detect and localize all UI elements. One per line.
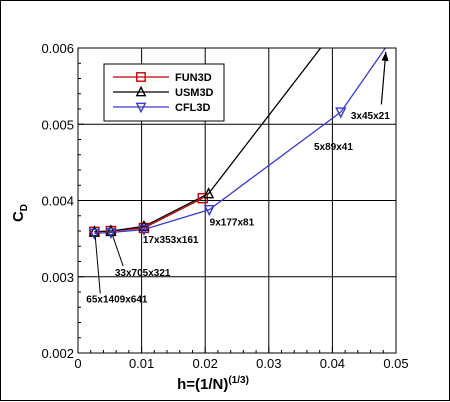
legend: FUN3D USM3D CFL3D <box>103 63 225 122</box>
legend-usm3d-label: USM3D <box>175 87 214 99</box>
grid-size-label: 5x89x41 <box>314 142 353 153</box>
grid-size-annotations: 65x1409x641 33x705x321 17x353x161 9x177x81 5… <box>86 51 390 306</box>
y-tick-label: 0.006 <box>41 41 74 56</box>
x-axis-title-superscript: (1/3) <box>228 375 249 386</box>
grid-size-label: 9x177x81 <box>210 218 255 229</box>
usm3d-data-point <box>202 187 215 199</box>
y-axis-title: CD <box>10 204 30 222</box>
fun3d-data-point <box>138 222 150 234</box>
series-markers <box>88 107 347 240</box>
grid-size-label: 3x45x21 <box>351 111 390 122</box>
axis-ticks: 0 0.01 0.02 0.03 0.04 0.05 0.002 0.003 0.004 0.00… <box>41 41 408 371</box>
grid-size-label: 65x1409x641 <box>86 295 148 306</box>
y-tick-label: 0.004 <box>41 194 74 209</box>
x-tick-label: 0 <box>74 356 81 371</box>
x-tick-label: 0.05 <box>383 356 408 371</box>
legend-fun3d-label: FUN3D <box>175 72 212 84</box>
legend-cfl3d-label: CFL3D <box>175 102 211 114</box>
x-axis-title: h=(1/N)(1/3) <box>177 375 249 393</box>
cfl3d-data-point <box>138 224 150 237</box>
cfl3d-data-point <box>203 204 215 217</box>
annotation-leader-line <box>111 234 124 267</box>
cfl3d-data-point <box>88 228 101 240</box>
grid-size-label: 33x705x321 <box>115 268 171 279</box>
usm3d-data-point <box>88 225 101 237</box>
x-tick-label: 0.04 <box>320 356 345 371</box>
y-tick-label: 0.003 <box>41 270 74 285</box>
pointer-arrow-head <box>381 51 389 62</box>
legend-usm3d-marker <box>135 85 147 97</box>
y-tick-label: 0.002 <box>41 346 74 361</box>
legend-fun3d-marker <box>136 72 146 82</box>
x-tick-label: 0.02 <box>193 356 218 371</box>
y-axis-title-subscript: D <box>19 204 30 211</box>
legend-cfl3d-marker <box>135 102 147 114</box>
x-axis-title-main: h=(1/N) <box>177 376 228 393</box>
cfl3d-data-point <box>105 227 117 240</box>
cfl3d-data-point <box>335 107 347 119</box>
usm3d-data-point <box>105 224 117 236</box>
annotation-leader-line <box>94 235 101 294</box>
x-tick-label: 0.01 <box>129 356 154 371</box>
grid-size-label: 17x353x161 <box>143 235 199 246</box>
usm3d-series-line <box>94 48 322 233</box>
y-axis-title-main: C <box>10 211 27 222</box>
y-tick-label: 0.005 <box>41 117 74 132</box>
x-tick-label: 0.03 <box>256 356 281 371</box>
